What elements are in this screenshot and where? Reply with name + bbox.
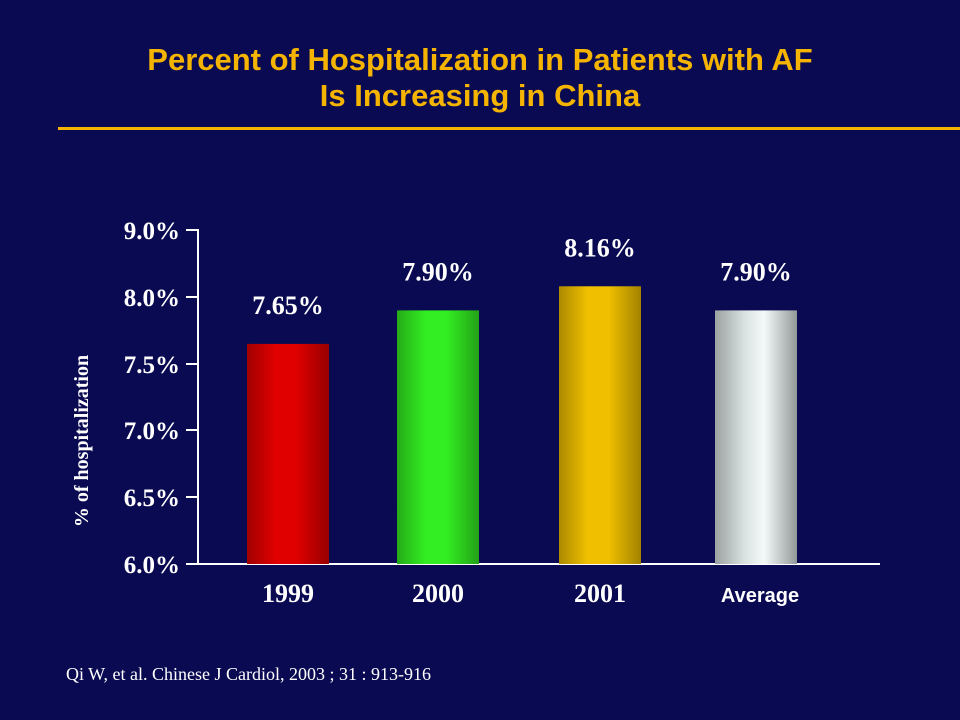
y-tick-label: 9.0% (124, 218, 180, 245)
y-tick-label: 6.5% (124, 485, 180, 512)
y-tick-label: 7.5% (124, 352, 180, 379)
title-underline (58, 127, 960, 130)
data-label: 7.90% (720, 257, 792, 286)
y-tick-label: 7.0% (124, 418, 180, 445)
data-label: 8.16% (564, 233, 636, 262)
x-tick-label: 2001 (574, 579, 626, 608)
bar-2000 (397, 310, 479, 564)
citation: Qi W, et al. Chinese J Cardiol, 2003 ; 3… (66, 664, 431, 684)
title-line-2: Is Increasing in China (319, 78, 641, 113)
x-tick-label: Average (721, 585, 799, 607)
y-axis-title: % of hospitalization (71, 355, 93, 527)
y-tick-label: 6.0% (124, 552, 180, 579)
bar-2001 (559, 286, 641, 564)
title-line-1: Percent of Hospitalization in Patients w… (147, 42, 813, 77)
bar-average (715, 310, 797, 564)
x-tick-label: 1999 (262, 579, 314, 608)
data-label: 7.90% (402, 257, 474, 286)
y-tick-label: 8.0% (124, 285, 180, 312)
data-label: 7.65% (252, 291, 324, 320)
bar-1999 (247, 343, 329, 564)
slide-title: Percent of Hospitalization in Patients w… (0, 42, 960, 114)
x-tick-label: 2000 (412, 579, 464, 608)
